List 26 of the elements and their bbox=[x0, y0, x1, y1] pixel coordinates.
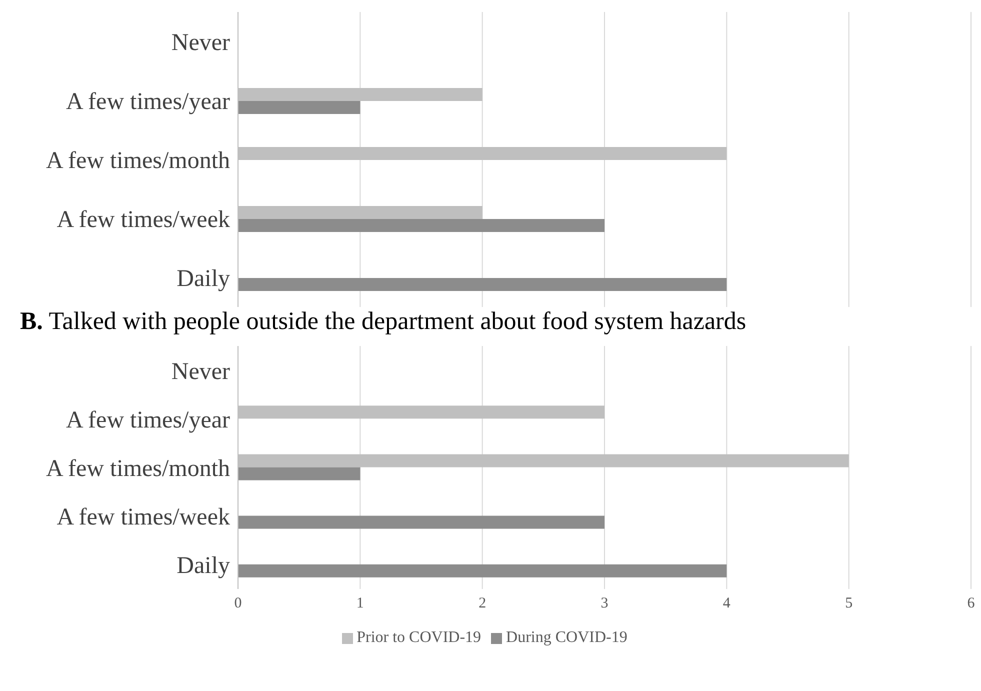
bar bbox=[238, 101, 360, 114]
x-tick-label: 6 bbox=[967, 596, 976, 612]
x-tick-label: 5 bbox=[845, 596, 853, 612]
bar bbox=[238, 219, 604, 232]
y-tick-label: A few times/year bbox=[66, 89, 230, 116]
y-tick-label: A few times/week bbox=[56, 207, 230, 234]
bar bbox=[238, 278, 727, 291]
bar bbox=[238, 564, 727, 578]
bar bbox=[238, 516, 604, 529]
y-tick-label: A few times/year bbox=[66, 407, 230, 434]
y-tick-label: A few times/week bbox=[56, 504, 230, 531]
legend-label: During COVID-19 bbox=[506, 629, 628, 646]
chart-title: B. Talked with people outside the department about food system hazards bbox=[19, 308, 748, 337]
y-tick-label: Never bbox=[171, 358, 230, 385]
y-tick-label: Never bbox=[171, 30, 230, 56]
y-tick-label: A few times/month bbox=[46, 456, 230, 482]
y-tick-label: Daily bbox=[176, 553, 230, 580]
x-tick-label: 4 bbox=[722, 596, 731, 612]
x-tick-label: 2 bbox=[478, 596, 486, 612]
x-tick-label: 1 bbox=[356, 596, 364, 612]
bar bbox=[238, 467, 360, 480]
y-tick-label: Daily bbox=[176, 266, 230, 292]
x-tick-label: 3 bbox=[600, 596, 608, 612]
legend-label: Prior to COVID-19 bbox=[356, 629, 482, 646]
x-tick-label: 0 bbox=[234, 596, 242, 612]
y-tick-label: A few times/month bbox=[46, 148, 230, 174]
